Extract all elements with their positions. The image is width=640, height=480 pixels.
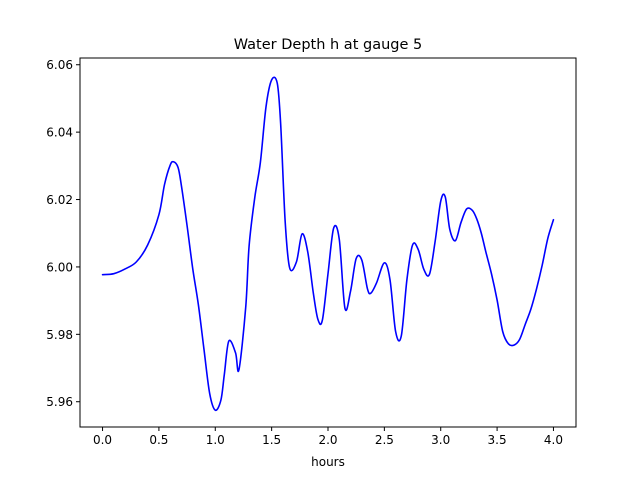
- chart-title: Water Depth h at gauge 5: [234, 37, 422, 53]
- x-axis-ticks: 0.0 0.5 1.0 1.5 2.0 2.5 3.0 3.5 4.0: [93, 427, 563, 447]
- x-tick-label: 1.5: [262, 433, 281, 447]
- x-tick-label: 0.0: [93, 433, 112, 447]
- y-tick-label: 5.96: [46, 395, 73, 409]
- y-tick-label: 6.06: [46, 58, 73, 72]
- x-tick-label: 2.0: [318, 433, 337, 447]
- y-tick-label: 6.04: [46, 126, 73, 140]
- x-axis-label: hours: [311, 455, 345, 469]
- y-axis-ticks: 5.96 5.98 6.00 6.02 6.04 6.06: [46, 58, 80, 409]
- series-line: [101, 76, 555, 412]
- x-tick-label: 4.0: [544, 433, 563, 447]
- y-tick-label: 6.00: [46, 260, 73, 274]
- y-tick-label: 5.98: [46, 328, 73, 342]
- x-tick-label: 1.0: [206, 433, 225, 447]
- x-tick-label: 3.0: [431, 433, 450, 447]
- plot-area-frame: [79, 57, 577, 428]
- y-tick-label: 6.02: [46, 193, 73, 207]
- series-layer: [101, 76, 555, 412]
- x-tick-label: 2.5: [375, 433, 394, 447]
- x-tick-label: 3.5: [488, 433, 507, 447]
- x-tick-label: 0.5: [149, 433, 168, 447]
